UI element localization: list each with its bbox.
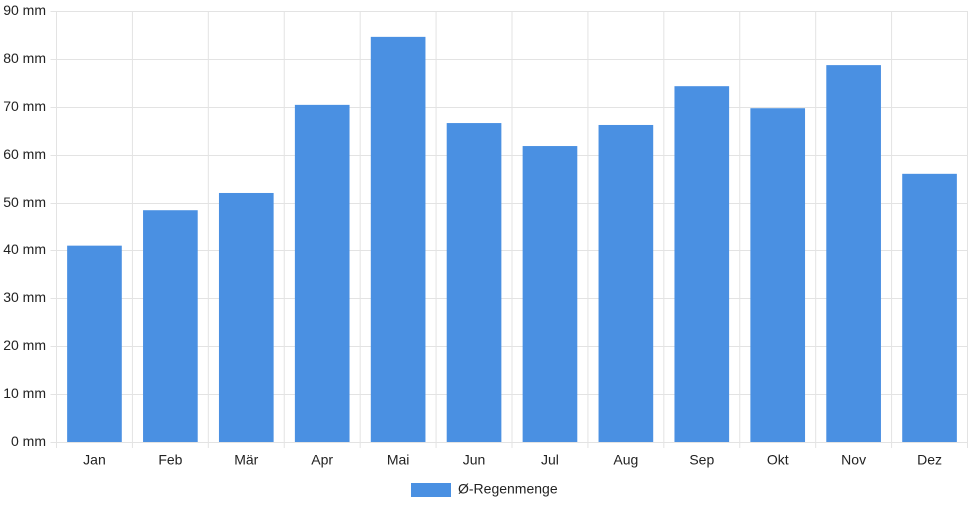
y-tick-label: 90 mm (3, 2, 46, 18)
bar (294, 104, 350, 443)
bar (446, 123, 502, 442)
x-tick-label: Mai (387, 452, 410, 468)
y-tick-label: 30 mm (3, 289, 46, 305)
bar (750, 108, 806, 442)
y-tick-label: 60 mm (3, 146, 46, 162)
y-tick-label: 70 mm (3, 98, 46, 114)
x-tick-label: Apr (311, 452, 333, 468)
x-tick-label: Sep (689, 452, 714, 468)
x-tick-label: Jul (541, 452, 559, 468)
x-tick-label: Dez (917, 452, 942, 468)
x-tick-label: Nov (841, 452, 866, 468)
x-tick-label: Aug (613, 452, 638, 468)
bar (902, 173, 957, 443)
bar (143, 210, 198, 442)
y-tick-label: 80 mm (3, 50, 46, 66)
bar (67, 245, 122, 442)
bar (598, 124, 654, 442)
x-tick-label: Feb (158, 452, 182, 468)
bar (370, 36, 426, 443)
y-tick-label: 0 mm (11, 433, 46, 449)
legend-swatch (411, 483, 451, 497)
x-tick-label: Mär (234, 452, 258, 468)
y-tick-label: 20 mm (3, 337, 46, 353)
bar (522, 146, 578, 442)
x-tick-label: Jan (83, 452, 106, 468)
bar (826, 65, 881, 442)
bar (674, 86, 730, 443)
y-tick-label: 10 mm (3, 385, 46, 401)
bar (218, 192, 274, 442)
y-tick-label: 40 mm (3, 241, 46, 257)
y-tick-label: 50 mm (3, 194, 46, 210)
x-tick-label: Okt (767, 452, 789, 468)
x-tick-label: Jun (463, 452, 486, 468)
legend-label: Ø-Regenmenge (458, 481, 558, 497)
